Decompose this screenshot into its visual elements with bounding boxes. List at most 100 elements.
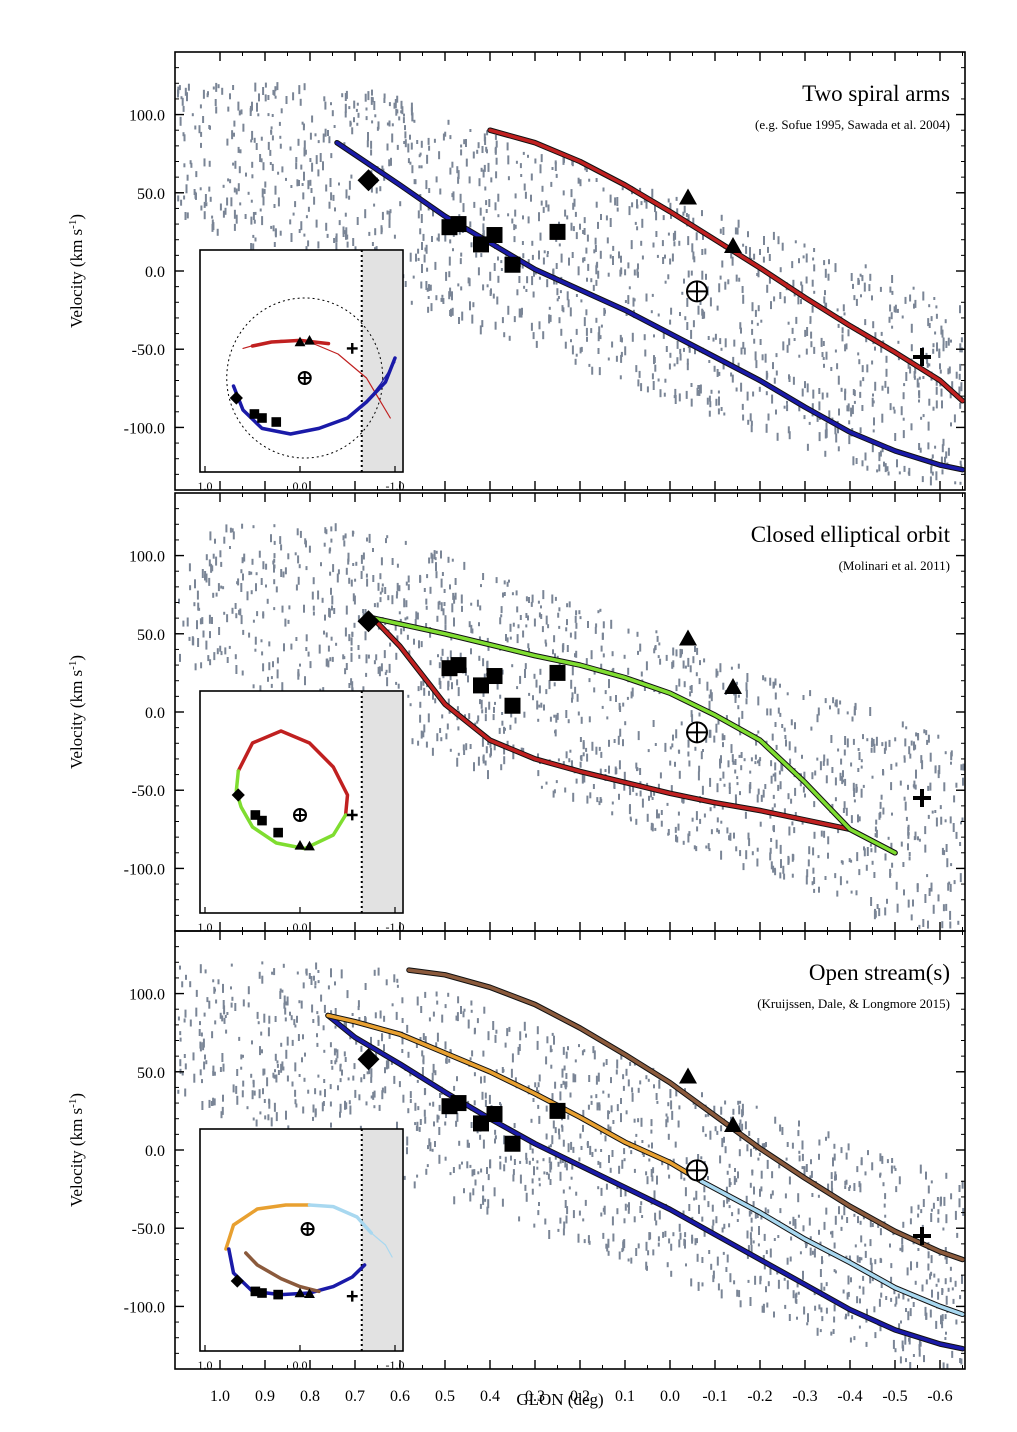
gas-cloud-cell bbox=[805, 276, 808, 284]
gas-cloud-cell bbox=[432, 1101, 435, 1107]
gas-cloud-cell bbox=[548, 1230, 551, 1239]
gas-cloud-cell bbox=[566, 603, 569, 608]
gas-cloud-cell bbox=[370, 1036, 372, 1045]
gas-cloud-cell bbox=[625, 1110, 628, 1115]
gas-cloud-cell bbox=[406, 616, 409, 620]
gas-cloud-cell bbox=[757, 1243, 760, 1247]
gas-cloud-cell bbox=[402, 627, 405, 632]
gas-cloud-cell bbox=[810, 1170, 813, 1178]
gas-cloud-cell bbox=[624, 721, 627, 726]
gas-cloud-cell bbox=[859, 1298, 861, 1304]
gas-cloud-cell bbox=[645, 1075, 648, 1080]
gas-cloud-cell bbox=[415, 611, 418, 620]
gas-cloud-cell bbox=[935, 313, 938, 319]
gas-cloud-cell bbox=[595, 1094, 598, 1099]
gas-cloud-cell bbox=[532, 1157, 534, 1161]
gas-cloud-cell bbox=[339, 1111, 341, 1118]
gas-cloud-cell bbox=[659, 772, 662, 779]
gas-cloud-cell bbox=[734, 227, 737, 235]
gas-cloud-cell bbox=[420, 1006, 423, 1013]
gas-cloud-cell bbox=[958, 373, 961, 380]
gas-cloud-cell bbox=[941, 1288, 944, 1295]
gas-cloud-cell bbox=[719, 758, 721, 766]
gas-cloud-cell bbox=[652, 720, 655, 727]
gas-cloud-cell bbox=[656, 254, 659, 258]
gas-cloud-cell bbox=[564, 787, 567, 793]
gas-cloud-cell bbox=[804, 793, 806, 798]
gas-cloud-cell bbox=[372, 1091, 375, 1100]
gas-cloud-cell bbox=[686, 297, 689, 307]
gas-cloud-cell bbox=[273, 564, 275, 573]
gas-cloud-cell bbox=[864, 1250, 867, 1258]
gas-cloud-cell bbox=[350, 174, 353, 179]
gas-cloud-cell bbox=[580, 716, 583, 724]
gas-cloud-cell bbox=[623, 1218, 626, 1224]
gas-cloud-cell bbox=[616, 1104, 619, 1112]
gas-cloud-cell bbox=[260, 158, 263, 163]
gas-cloud-cell bbox=[237, 146, 240, 153]
gas-cloud-cell bbox=[235, 665, 238, 674]
gas-cloud-cell bbox=[595, 178, 598, 182]
gas-cloud-cell bbox=[656, 809, 658, 819]
gas-cloud-cell bbox=[295, 637, 298, 641]
gas-cloud-cell bbox=[455, 1015, 458, 1021]
gas-cloud-cell bbox=[182, 132, 185, 137]
gas-cloud-cell bbox=[432, 1063, 435, 1073]
gas-cloud-cell bbox=[312, 605, 315, 611]
gas-cloud-cell bbox=[435, 562, 437, 572]
gas-cloud-cell bbox=[494, 1135, 497, 1140]
gas-cloud-cell bbox=[846, 738, 849, 748]
gas-cloud-cell bbox=[311, 591, 314, 600]
gas-cloud-cell bbox=[297, 576, 300, 585]
gas-cloud-cell bbox=[655, 630, 658, 634]
gas-cloud-cell bbox=[560, 328, 563, 336]
gas-cloud-cell bbox=[637, 271, 639, 278]
gas-cloud-cell bbox=[373, 203, 376, 207]
gas-cloud-cell bbox=[460, 286, 463, 291]
gas-cloud-cell bbox=[553, 635, 556, 643]
gas-cloud-cell bbox=[472, 1188, 475, 1196]
gas-cloud-cell bbox=[555, 714, 558, 723]
gas-cloud-cell bbox=[665, 1113, 668, 1117]
gas-cloud-cell bbox=[884, 741, 887, 751]
gas-cloud-cell bbox=[731, 256, 734, 266]
gas-cloud-cell bbox=[869, 1274, 872, 1284]
gas-cloud-cell bbox=[927, 318, 930, 327]
gas-cloud-cell bbox=[538, 250, 540, 260]
gas-cloud-cell bbox=[428, 1102, 431, 1106]
gas-cloud-cell bbox=[607, 272, 610, 277]
gas-cloud-cell bbox=[709, 297, 712, 307]
gas-cloud-cell bbox=[956, 1232, 959, 1238]
gas-cloud-cell bbox=[883, 747, 886, 754]
gas-cloud-cell bbox=[422, 679, 425, 686]
gas-cloud-cell bbox=[884, 1214, 887, 1218]
gas-cloud-cell bbox=[734, 769, 737, 774]
gas-cloud-cell bbox=[586, 1142, 589, 1146]
gas-cloud-cell bbox=[193, 1073, 196, 1083]
gas-cloud-cell bbox=[429, 1142, 432, 1152]
gas-cloud-cell bbox=[440, 737, 443, 742]
gas-cloud-cell bbox=[830, 735, 833, 743]
gas-cloud-cell bbox=[451, 291, 453, 301]
gas-cloud-cell bbox=[751, 1169, 754, 1173]
gas-cloud-cell bbox=[384, 1086, 387, 1094]
gas-cloud-cell bbox=[873, 910, 876, 920]
gas-cloud-cell bbox=[842, 1289, 845, 1294]
gas-cloud-cell bbox=[398, 1081, 401, 1088]
inset-x-tick-label: 1.0 bbox=[198, 479, 213, 493]
gas-cloud-cell bbox=[930, 316, 933, 322]
gas-cloud-cell bbox=[824, 450, 827, 457]
gas-cloud-cell bbox=[901, 1237, 904, 1245]
gas-cloud-cell bbox=[933, 297, 936, 300]
gas-cloud-cell bbox=[368, 533, 371, 543]
gas-cloud-cell bbox=[309, 158, 312, 162]
gas-cloud-cell bbox=[893, 409, 896, 414]
gas-cloud-cell bbox=[480, 253, 483, 258]
gas-cloud-cell bbox=[879, 1324, 882, 1332]
gas-cloud-cell bbox=[579, 616, 582, 620]
gas-cloud-cell bbox=[720, 214, 723, 221]
x-axis-label: GLON (deg) bbox=[516, 1390, 603, 1409]
gas-cloud-cell bbox=[864, 264, 867, 269]
gas-cloud-cell bbox=[910, 323, 913, 333]
gas-cloud-cell bbox=[438, 662, 441, 669]
